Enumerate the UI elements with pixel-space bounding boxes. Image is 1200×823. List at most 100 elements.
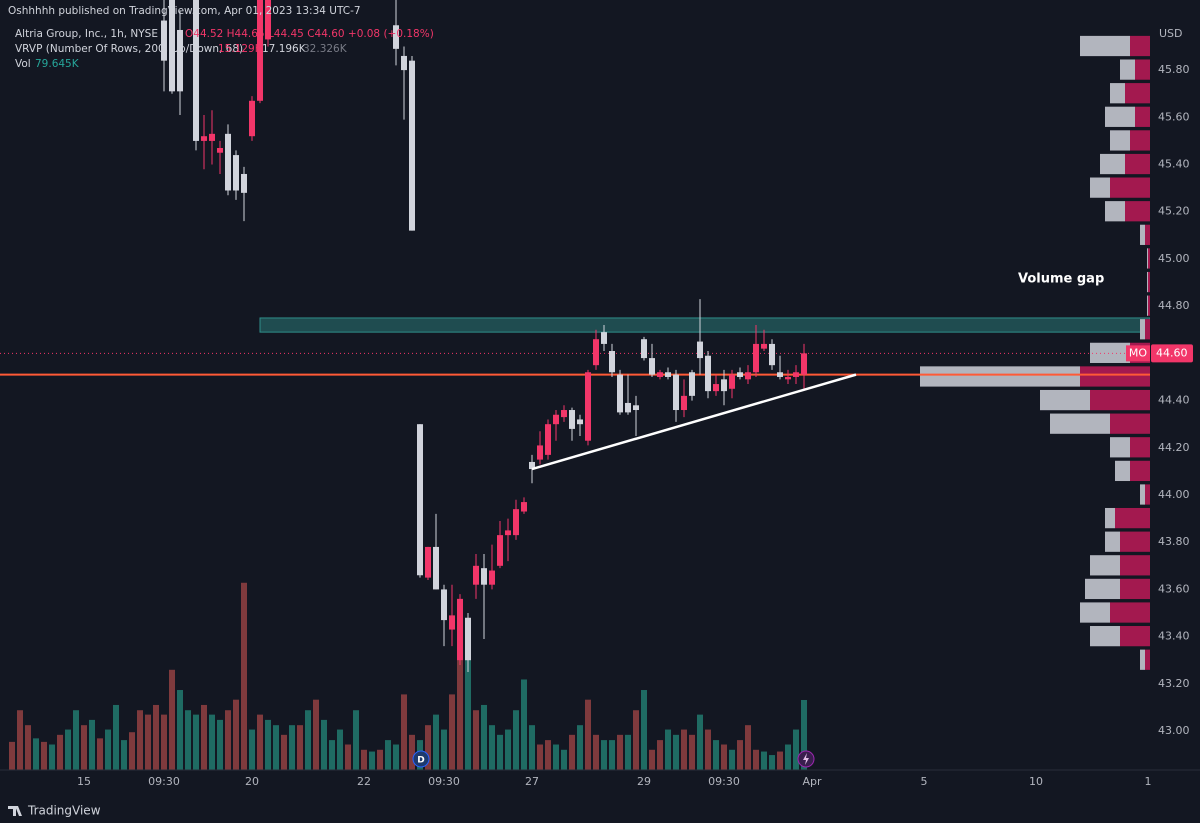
volume-bar bbox=[281, 734, 287, 770]
profile-down bbox=[1110, 130, 1130, 151]
candle-body bbox=[249, 100, 255, 137]
volume-bar bbox=[193, 714, 199, 770]
volume-bar bbox=[177, 690, 183, 770]
candle-body bbox=[433, 546, 439, 590]
vrvp-total: 32.326K bbox=[303, 43, 348, 55]
volume-bar bbox=[377, 749, 383, 770]
profile-down bbox=[1105, 507, 1115, 529]
profile-up bbox=[1110, 177, 1150, 198]
volume-bar bbox=[385, 740, 391, 770]
svg-text:D: D bbox=[417, 756, 424, 766]
y-tick-label: 44.80 bbox=[1158, 299, 1190, 312]
volume-bar bbox=[217, 719, 223, 770]
candle-body bbox=[721, 379, 727, 392]
ohlc: O44.52 H44.65 L44.45 C44.60 +0.08 (+0.18… bbox=[185, 28, 434, 40]
volume-bar bbox=[473, 710, 479, 770]
volume-bar bbox=[577, 725, 583, 770]
volume-bar bbox=[705, 729, 711, 770]
candle-body bbox=[641, 339, 647, 359]
profile-up bbox=[1125, 83, 1150, 104]
y-tick-label: 45.00 bbox=[1158, 252, 1190, 265]
earnings-marker[interactable] bbox=[797, 750, 815, 768]
candle-body bbox=[673, 374, 679, 411]
vrvp-up: 15.129K bbox=[218, 43, 263, 55]
volume-bar bbox=[561, 749, 567, 770]
profile-up bbox=[1145, 484, 1150, 505]
candle-body bbox=[457, 598, 463, 661]
profile-down bbox=[1140, 649, 1145, 670]
volume-bar bbox=[49, 744, 55, 770]
volume-bar bbox=[449, 694, 455, 770]
profile-up bbox=[1120, 578, 1150, 600]
volume-bar bbox=[97, 738, 103, 770]
volume-bar bbox=[401, 694, 407, 770]
volume-bar bbox=[41, 741, 47, 770]
volume-bar bbox=[457, 660, 463, 770]
volume-bar bbox=[433, 714, 439, 770]
volume-bar bbox=[73, 710, 79, 770]
volume-bar bbox=[145, 714, 151, 770]
x-tick-label: 09:30 bbox=[428, 775, 460, 788]
profile-up bbox=[1130, 460, 1150, 482]
profile-up bbox=[1148, 295, 1150, 316]
profile-down bbox=[1147, 248, 1148, 269]
y-tick-label: 45.20 bbox=[1158, 205, 1190, 218]
price-badge bbox=[1151, 344, 1193, 363]
volume-bar bbox=[257, 714, 263, 770]
candle-body bbox=[489, 570, 495, 585]
candle-body bbox=[417, 424, 423, 576]
x-tick-label: 15 bbox=[77, 775, 91, 788]
y-tick-label: 44.20 bbox=[1158, 441, 1190, 454]
volume-bar bbox=[89, 719, 95, 770]
candle-body bbox=[201, 136, 207, 141]
candle-body bbox=[241, 173, 247, 193]
y-tick-label: 43.00 bbox=[1158, 724, 1190, 737]
y-tick-label: 43.20 bbox=[1158, 677, 1190, 690]
y-tick-label: 45.40 bbox=[1158, 158, 1190, 171]
profile-down bbox=[1105, 531, 1120, 552]
volume-bar bbox=[409, 734, 415, 770]
volume-bar bbox=[681, 729, 687, 770]
candle-body bbox=[793, 372, 799, 377]
dividend-marker[interactable]: D bbox=[412, 750, 430, 768]
profile-up bbox=[1115, 507, 1150, 529]
profile-up bbox=[1148, 248, 1150, 269]
profile-up bbox=[1090, 389, 1150, 411]
volume-bar bbox=[233, 699, 239, 770]
volume-bar bbox=[297, 725, 303, 770]
volume-bar bbox=[65, 729, 71, 770]
candle-body bbox=[761, 343, 767, 349]
volume-bar bbox=[793, 729, 799, 770]
candle-body bbox=[729, 374, 735, 389]
x-tick-label: 20 bbox=[245, 775, 259, 788]
volume-bar bbox=[153, 704, 159, 770]
brand-logo[interactable]: TradingView bbox=[8, 804, 101, 818]
profile-up bbox=[1148, 271, 1150, 293]
volume-bar bbox=[81, 725, 87, 770]
candle-body bbox=[737, 372, 743, 377]
profile-down bbox=[1080, 35, 1130, 57]
profile-down bbox=[1080, 602, 1110, 623]
volume-bar bbox=[729, 749, 735, 770]
vol-value: 79.645K bbox=[35, 58, 80, 70]
volume-bar bbox=[161, 714, 167, 770]
volume-bar bbox=[641, 690, 647, 770]
y-tick-label: 45.60 bbox=[1158, 110, 1190, 123]
volume-bar bbox=[777, 751, 783, 770]
profile-up bbox=[1130, 437, 1150, 458]
volume-bar bbox=[265, 719, 271, 770]
volume-bar bbox=[633, 710, 639, 770]
candle-body bbox=[561, 410, 567, 418]
volume-bar bbox=[9, 741, 15, 770]
y-tick-label: 44.00 bbox=[1158, 488, 1190, 501]
candle-body bbox=[481, 568, 487, 585]
candle-body bbox=[473, 565, 479, 585]
x-tick-label: 09:30 bbox=[708, 775, 740, 788]
profile-down bbox=[1120, 59, 1135, 80]
volume-bar bbox=[785, 744, 791, 770]
candle-body bbox=[209, 133, 215, 141]
candle-body bbox=[393, 25, 399, 49]
candle-body bbox=[401, 55, 407, 71]
profile-up bbox=[1130, 35, 1150, 57]
